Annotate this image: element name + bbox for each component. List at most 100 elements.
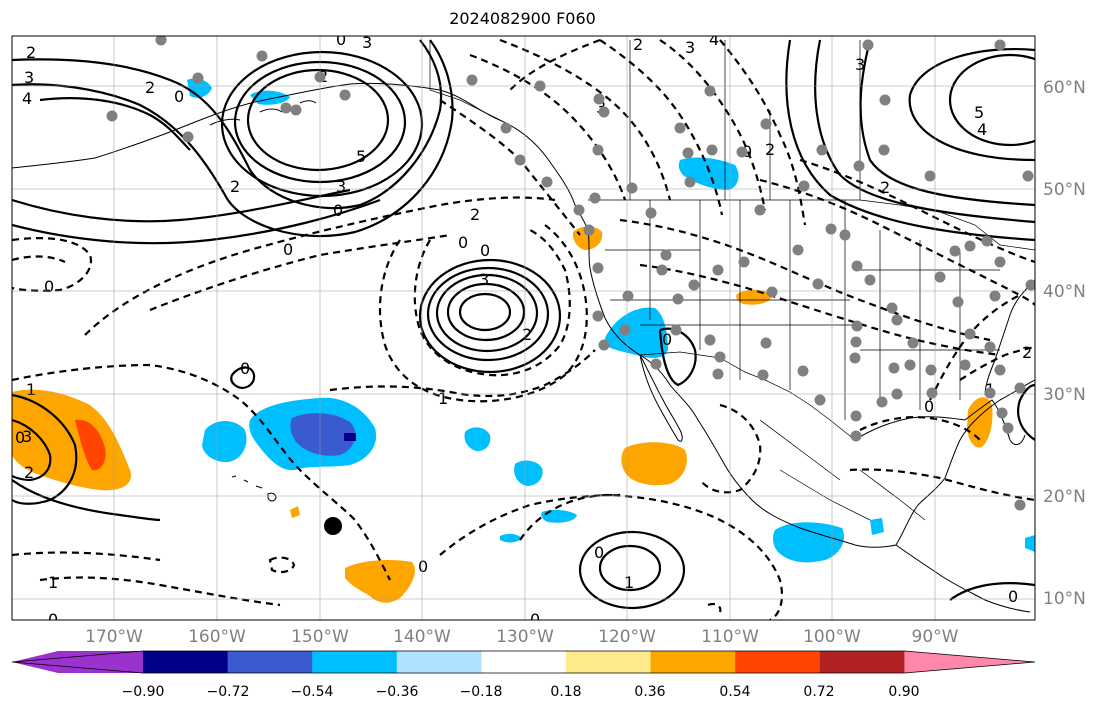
contour-solid-se	[949, 582, 1035, 601]
contour-dash-14	[619, 218, 991, 342]
contour-label: 2	[470, 205, 480, 224]
lon-label-90w: 90°W	[912, 627, 959, 647]
canada-provinces	[629, 40, 861, 200]
station-dot	[622, 290, 634, 302]
black-point-marker	[324, 517, 342, 535]
contour-label: 2	[145, 78, 155, 97]
mexico-states	[759, 419, 926, 521]
station-dot	[964, 328, 976, 340]
shade-blue-small-2	[500, 533, 522, 543]
contour-west-3	[12, 479, 161, 522]
station-dot	[792, 244, 804, 256]
contour-label: 4	[22, 89, 32, 108]
gridlines	[12, 36, 1035, 620]
shade-orange-135w	[345, 560, 415, 603]
contour-label: 2	[880, 178, 890, 197]
shade-orange-gulf	[967, 397, 993, 448]
station-dot	[534, 80, 546, 92]
contour-dash-17	[799, 158, 1035, 264]
station-dot	[878, 144, 890, 156]
station-dot	[672, 293, 684, 305]
station-dot	[1002, 422, 1014, 434]
contour-label: 3	[685, 38, 695, 57]
contour-dash-18	[519, 493, 784, 620]
colorbar-extend-max	[904, 651, 1035, 673]
station-dot	[670, 324, 682, 336]
station-dot	[797, 365, 809, 377]
contour-alaska-open-3	[12, 188, 351, 223]
contour-dash-24	[12, 551, 161, 562]
colorbar-extend-min	[12, 651, 143, 673]
contour-label: 0	[15, 428, 25, 447]
map-title: 2024082900 F060	[449, 9, 596, 28]
station-dot	[583, 224, 595, 236]
station-dot	[714, 351, 726, 363]
contour-low-1	[458, 292, 512, 332]
contour-dash-3	[149, 233, 451, 312]
station-dot	[626, 182, 638, 194]
contour-ne-4	[814, 39, 1035, 224]
contour-dash-23	[39, 576, 281, 607]
station-dot	[825, 223, 837, 235]
station-dot	[926, 387, 938, 399]
station-dot	[155, 36, 167, 46]
station-dot	[879, 94, 891, 106]
station-dot	[500, 122, 512, 134]
contour-alaska-open-2	[12, 39, 454, 238]
station-dot	[684, 176, 696, 188]
contour-label: 4	[977, 120, 987, 139]
contour-dash-30	[707, 602, 722, 613]
contour-solid-east	[1017, 383, 1035, 441]
contour-label: 2	[26, 43, 36, 62]
station-dot	[736, 146, 748, 158]
station-dot	[952, 296, 964, 308]
lon-label-130w: 130°W	[496, 627, 554, 647]
station-dot	[314, 71, 326, 83]
station-dot	[1022, 170, 1034, 182]
contour-label: 2	[24, 463, 34, 482]
cb-tick-label: 0.72	[803, 684, 834, 700]
shade-red-west	[75, 419, 106, 471]
station-dot	[886, 302, 898, 314]
contour-west-2	[12, 418, 52, 482]
lat-label-20n: 20°N	[1043, 487, 1086, 507]
shade-blue-131w	[514, 460, 543, 486]
shade-blue-mexico	[773, 522, 845, 563]
station-dot	[573, 204, 585, 216]
colorbar-segment	[566, 651, 652, 673]
station-dot	[924, 170, 936, 182]
station-dot	[994, 364, 1006, 376]
contour-low-4	[426, 266, 550, 362]
station-dot	[645, 207, 657, 219]
station-dot	[851, 320, 863, 332]
station-dot	[660, 249, 672, 261]
shade-blue-155w	[202, 421, 247, 463]
contour-dash-22	[859, 416, 981, 441]
contour-dash-25	[268, 556, 296, 574]
station-dot	[876, 396, 888, 408]
shade-darkblue-150w	[290, 413, 356, 456]
contour-label: 3	[336, 177, 346, 196]
colorbar-segment	[481, 651, 567, 673]
contour-dash-2	[84, 196, 556, 336]
coast-baja	[639, 354, 683, 442]
station-dot	[850, 410, 862, 422]
station-dot	[849, 352, 861, 364]
lon-label-170w: 170°W	[85, 627, 143, 647]
station-dot	[674, 122, 686, 134]
shade-navy-spot	[344, 433, 356, 441]
station-dot	[589, 192, 601, 204]
contour-dash-16	[759, 178, 1035, 306]
contour-low-5	[418, 258, 562, 374]
station-dot	[850, 430, 862, 442]
cb-tick-label: −0.36	[376, 684, 419, 700]
contour-label: 5	[356, 147, 366, 166]
contour-label: 0	[594, 543, 604, 562]
station-dot	[907, 337, 919, 349]
contour-dash-15	[639, 263, 1001, 357]
station-dot	[704, 85, 716, 97]
station-dot	[853, 160, 865, 172]
station-dot	[994, 39, 1006, 51]
contour-dash-21	[849, 468, 1035, 502]
contour-dash-11	[599, 39, 724, 216]
